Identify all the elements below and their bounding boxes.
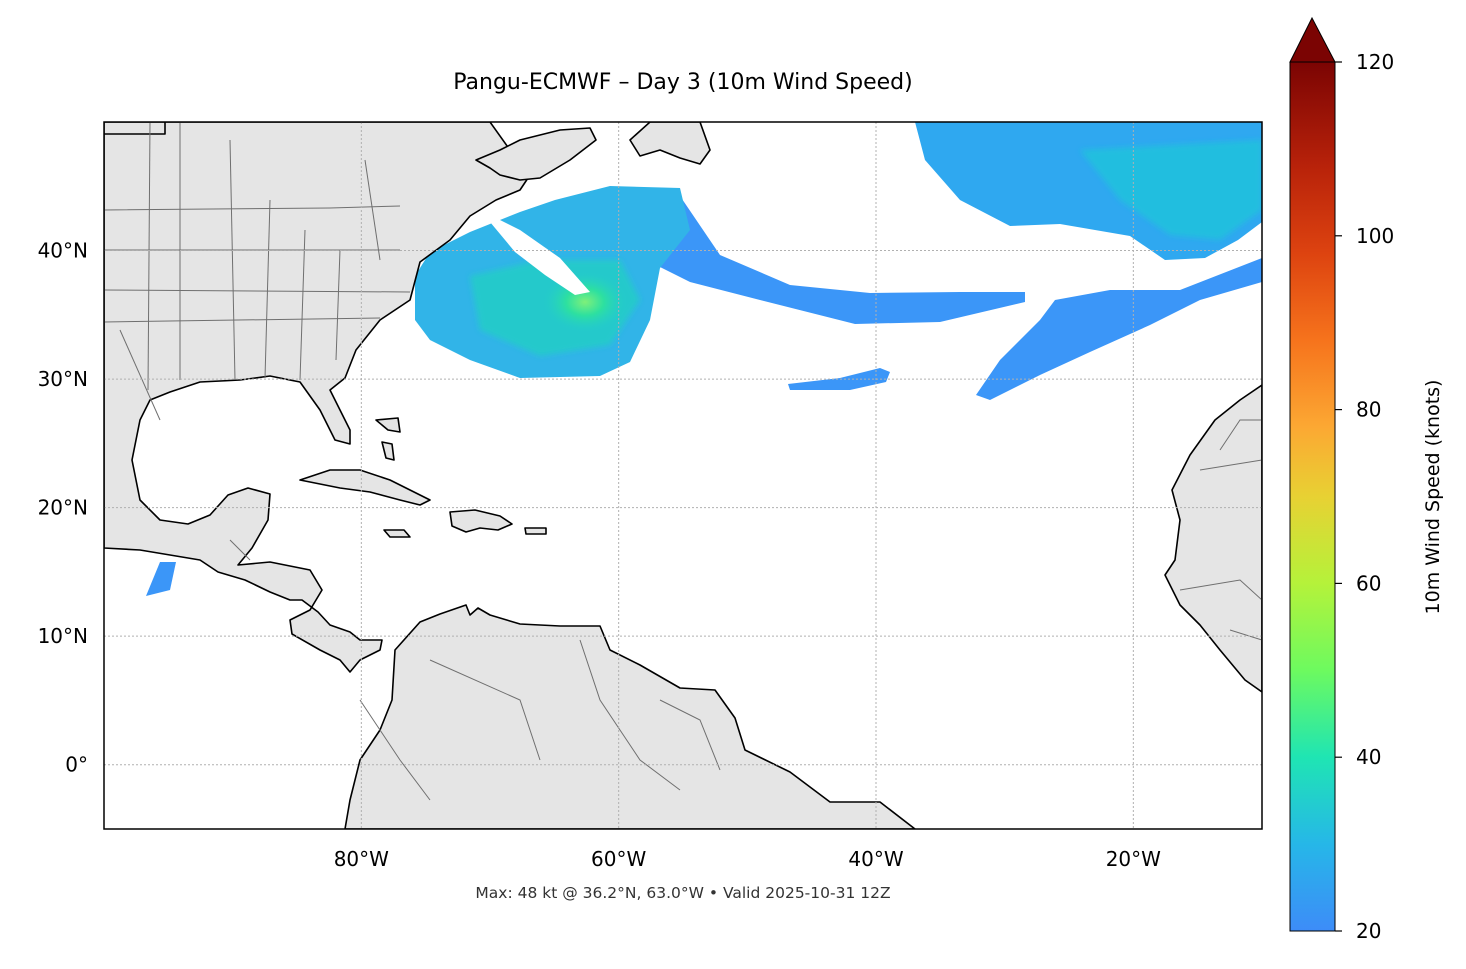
colorbar-tick-label: 120 — [1356, 50, 1394, 74]
nova-scotia-land — [475, 127, 597, 181]
wind-swath-eastern — [976, 258, 1262, 400]
colorbar-label: 10m Wind Speed (knots) — [1422, 380, 1444, 615]
footer-caption: Max: 48 kt @ 36.2°N, 63.0°W • Valid 2025… — [475, 884, 891, 902]
colorbar-ticks: 20 40 60 80 100 120 — [1335, 50, 1394, 943]
cuba-land — [299, 469, 431, 506]
lon-axis: 80°W 60°W 40°W 20°W — [334, 847, 1161, 871]
north-america-land — [104, 122, 541, 673]
bahamas-land — [375, 417, 401, 461]
colorbar-gradient — [1289, 61, 1336, 932]
wind-swath-small — [788, 368, 890, 390]
wind-swath-band — [640, 196, 1025, 324]
colorbar-tick-label: 20 — [1356, 919, 1381, 943]
colorbar-tick-label: 60 — [1356, 571, 1381, 595]
wind-swath-pacific — [146, 562, 176, 596]
borders — [104, 122, 1262, 801]
jamaica-land — [383, 529, 411, 538]
wind-field — [146, 122, 1262, 596]
colorbar-tick-label: 100 — [1356, 224, 1394, 248]
gridlines — [104, 122, 1262, 829]
colorbar-tick-label: 80 — [1356, 398, 1381, 422]
colorbar-extend-arrow — [1289, 16, 1336, 63]
greenland-edge-land — [104, 122, 166, 135]
puerto-rico-land — [524, 527, 547, 535]
south-america-land — [344, 604, 916, 829]
wind-gap — [480, 210, 590, 295]
lat-tick-label: 30°N — [38, 367, 88, 391]
lat-tick-label: 20°N — [38, 496, 88, 520]
lon-tick-label: 60°W — [591, 847, 646, 871]
land — [104, 122, 1262, 829]
plot-frame — [103, 121, 1263, 830]
hispaniola-land — [449, 509, 513, 533]
lat-tick-label: 10°N — [38, 624, 88, 648]
lat-axis: 40°N 30°N 20°N 10°N 0° — [38, 239, 88, 777]
lat-tick-label: 40°N — [38, 239, 88, 263]
colorbar: 20 40 60 80 100 120 10m Wind Speed (knots) — [1289, 16, 1444, 943]
africa-land — [1164, 384, 1262, 693]
lat-tick-label: 0° — [65, 753, 88, 777]
lon-tick-label: 80°W — [334, 847, 389, 871]
newfoundland-land — [629, 122, 711, 165]
map-title: Pangu-ECMWF – Day 3 (10m Wind Speed) — [453, 70, 913, 95]
lon-tick-label: 40°W — [848, 847, 903, 871]
wind-swath-core — [1080, 140, 1262, 240]
lon-tick-label: 20°W — [1106, 847, 1161, 871]
colorbar-tick-label: 40 — [1356, 745, 1381, 769]
